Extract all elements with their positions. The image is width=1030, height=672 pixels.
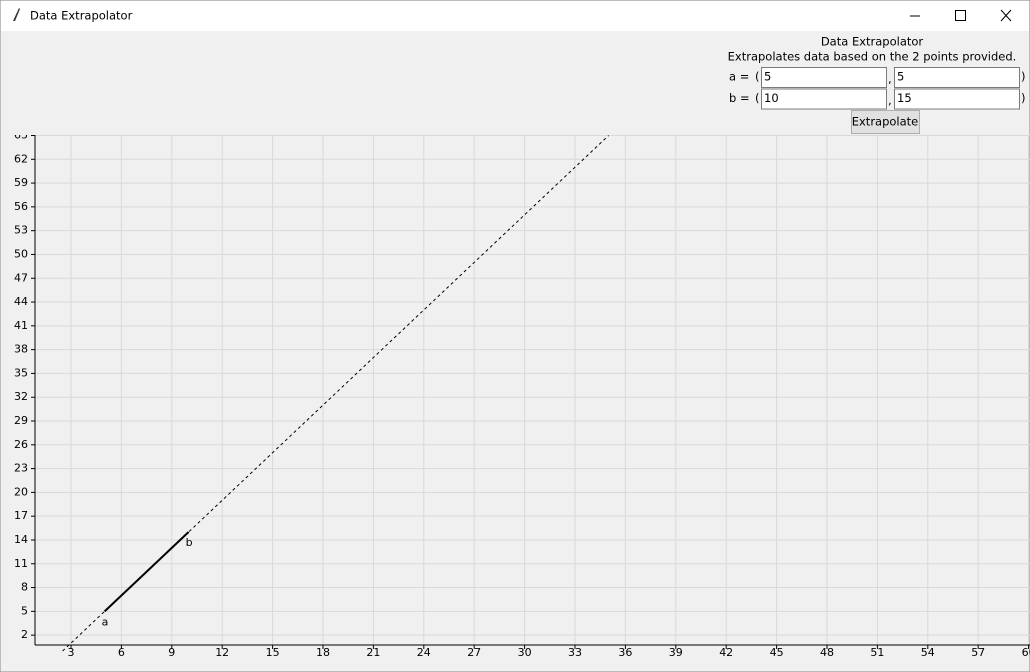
window-title: Data Extrapolator — [30, 9, 133, 23]
x-tick-label: 42 — [719, 646, 733, 659]
y-tick-label: 32 — [14, 390, 28, 403]
entry-x-text[interactable]: 5 — [764, 70, 771, 84]
x-tick-label: 24 — [417, 646, 431, 659]
entry-y[interactable] — [894, 88, 1020, 110]
paren: ) — [1021, 91, 1026, 105]
separator: , — [888, 93, 892, 107]
paren: ( — [755, 70, 760, 84]
x-tick-label: 12 — [215, 646, 229, 659]
extrapolation-line — [62, 135, 609, 652]
y-tick-label: 14 — [14, 533, 28, 546]
x-tick-label: 57 — [971, 646, 985, 659]
paren: ) — [1021, 70, 1026, 84]
y-tick-label: 62 — [14, 152, 28, 165]
y-tick-label: 53 — [14, 224, 28, 237]
header-title: Data Extrapolator — [821, 35, 924, 49]
separator: , — [888, 72, 892, 86]
x-tick-label: 27 — [467, 646, 481, 659]
y-tick-label: 5 — [21, 604, 28, 617]
entry-x[interactable] — [761, 67, 887, 88]
y-tick-label: 8 — [21, 581, 28, 594]
title-bar — [1, 1, 1029, 31]
x-tick-label: 48 — [820, 646, 834, 659]
x-tick-label: 15 — [266, 646, 280, 659]
y-tick-label: 35 — [14, 366, 28, 379]
paren: ( — [755, 91, 760, 105]
x-tick-label: 30 — [518, 646, 532, 659]
point-label: a — [102, 615, 109, 628]
x-tick-label: 21 — [366, 646, 380, 659]
y-tick-label: 47 — [14, 271, 28, 284]
x-tick-label: 45 — [770, 646, 784, 659]
y-tick-label: 65 — [14, 129, 28, 142]
y-tick-label: 38 — [14, 343, 28, 356]
y-tick-label: 50 — [14, 247, 28, 260]
y-tick-label: 44 — [14, 295, 28, 308]
entry-y-text[interactable]: 5 — [897, 70, 904, 84]
form: a = (5, 5) b = (10, 15) — [729, 67, 1026, 110]
entry-x[interactable] — [761, 88, 887, 110]
entry-y-text[interactable]: 15 — [897, 91, 912, 105]
y-tick-label: 56 — [14, 200, 28, 213]
extrapolate-button[interactable] — [851, 110, 920, 134]
close-button[interactable] — [1000, 9, 1012, 22]
x-tick-label: 36 — [618, 646, 632, 659]
x-tick-label: 54 — [921, 646, 935, 659]
x-tick-label: 60 — [1022, 646, 1030, 659]
x-tick-label: 9 — [168, 646, 175, 659]
x-tick-label: 6 — [118, 646, 125, 659]
x-tick-label: 39 — [669, 646, 683, 659]
x-tick-label: 33 — [568, 646, 582, 659]
row-label: b = — [729, 91, 750, 105]
y-tick-label: 11 — [14, 557, 28, 570]
app-icon — [13, 8, 20, 21]
maximize-button[interactable] — [955, 10, 966, 21]
header-subtitle: Extrapolates data based on the 2 points … — [728, 50, 1017, 64]
y-tick-label: 17 — [14, 509, 28, 522]
button-label[interactable]: Extrapolate — [852, 115, 919, 129]
y-tick-label: 41 — [14, 319, 28, 332]
row-label: a = — [729, 70, 749, 84]
entry-x-text[interactable]: 10 — [764, 91, 779, 105]
x-tick-label: 3 — [68, 646, 75, 659]
y-tick-label: 23 — [14, 462, 28, 475]
point-label: b — [186, 536, 193, 549]
entry-y[interactable] — [894, 67, 1020, 88]
y-tick-label: 26 — [14, 438, 28, 451]
y-tick-label: 59 — [14, 176, 28, 189]
x-tick-label: 18 — [316, 646, 330, 659]
y-tick-label: 2 — [21, 628, 28, 641]
x-tick-label: 51 — [870, 646, 884, 659]
data-segment — [103, 531, 190, 613]
graph-canvas: 2 5 8 11 14 17 20 23 26 29 32 35 38 41 44 47 50 53 56 59 62 6… — [14, 129, 1030, 659]
y-tick-label: 29 — [14, 414, 28, 427]
y-tick-label: 20 — [14, 485, 28, 498]
